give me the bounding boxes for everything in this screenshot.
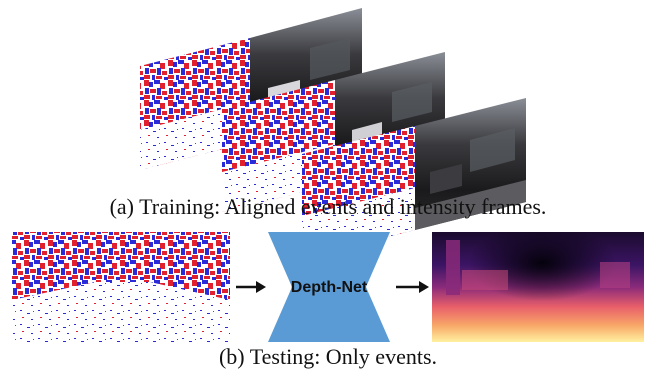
right-arrow-icon (396, 281, 429, 293)
depth-map-icon (432, 232, 644, 342)
training-pair-3 (302, 98, 526, 258)
event-frame-icon (12, 232, 230, 342)
intensity-frame-icon (415, 98, 526, 230)
testing-caption: (b) Testing: Only events. (218, 344, 438, 369)
right-arrow-icon (236, 281, 266, 293)
bowtie-network-icon: Depth-Net (268, 232, 390, 342)
network-label: Depth-Net (291, 279, 368, 296)
training-caption: (a) Training: Aligned events and intensi… (109, 194, 547, 219)
testing-event-frame (12, 232, 230, 342)
